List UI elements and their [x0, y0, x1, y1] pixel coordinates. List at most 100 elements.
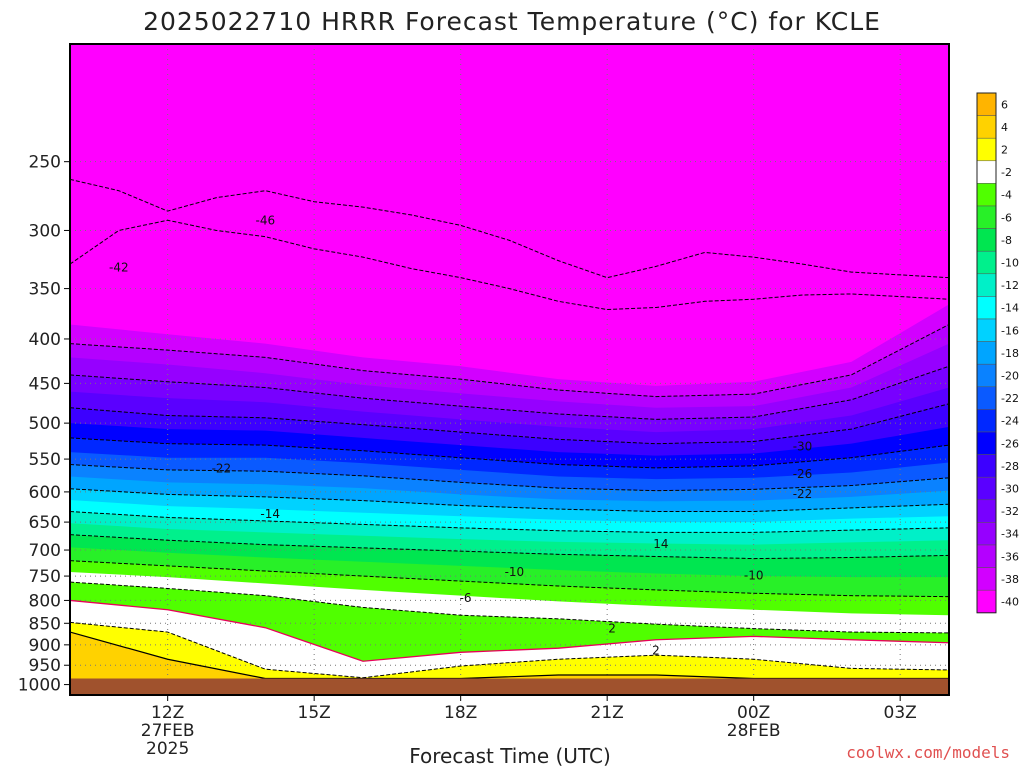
colorbar-swatch-2 — [976, 137, 997, 162]
band-2 — [70, 622, 949, 695]
colorbar-swatch--22 — [976, 386, 997, 410]
colorbar-label-2: 2 — [1001, 144, 1008, 157]
x-tick-label-18Z: 18Z — [444, 703, 477, 723]
colorbar-label-6: 6 — [1001, 98, 1008, 111]
y-tick-label-250: 250 — [29, 153, 61, 173]
colorbar-swatch--38 — [976, 567, 997, 591]
y-axis: 2503003504004505005506006507007508008509… — [18, 153, 70, 696]
x-tick-label-15Z: 15Z — [298, 703, 331, 723]
colorbar-label--32: -32 — [1001, 505, 1019, 518]
y-tick-label-950: 950 — [29, 656, 61, 676]
colorbar: 6 4 2 -2 -4 -6 -8 -10 -12 -14 -16 -18 -20 -22 -24 -26 -2… — [976, 92, 1019, 614]
colorbar-swatch--10 — [976, 250, 997, 275]
chart-title: 2025022710 HRRR Forecast Temperature (°C… — [143, 7, 881, 36]
isotherm--10 — [70, 534, 949, 560]
ground — [70, 678, 949, 695]
colorbar-label--22: -22 — [1001, 392, 1019, 405]
colorbar-swatch--32 — [976, 499, 997, 523]
colorbar-label--38: -38 — [1001, 573, 1019, 586]
contour-label-8: 14 — [653, 537, 668, 551]
contour-label-9: -10 — [744, 569, 764, 583]
isotherm-0 — [70, 599, 949, 662]
y-tick-label-450: 450 — [29, 374, 61, 394]
plot-area: -46 -42 -22 -14 -10 -6 2 2 14 -10 -22 -26 -30 — [70, 44, 949, 695]
colorbar-label--2: -2 — [1001, 166, 1012, 179]
colorbar-swatch--16 — [976, 318, 997, 342]
contour-label-11: -26 — [793, 467, 813, 481]
colorbar-swatch--36 — [976, 544, 997, 568]
colorbar-label--24: -24 — [1001, 415, 1019, 428]
colorbar-label--8: -8 — [1001, 234, 1012, 247]
colorbar-label--12: -12 — [1001, 279, 1019, 292]
colorbar-label--14: -14 — [1001, 302, 1019, 315]
y-tick-label-900: 900 — [29, 636, 61, 656]
y-tick-label-400: 400 — [29, 330, 61, 350]
isotherm--22 — [70, 464, 949, 492]
y-tick-label-1000: 1000 — [18, 676, 61, 696]
colorbar-label--16: -16 — [1001, 324, 1019, 337]
colorbar-label--6: -6 — [1001, 211, 1012, 224]
contour-label-6: 2 — [608, 622, 616, 636]
colorbar-label--34: -34 — [1001, 528, 1019, 541]
isotherm--34 — [70, 365, 949, 420]
colorbar-swatch--2 — [976, 160, 997, 184]
y-tick-label-500: 500 — [29, 414, 61, 434]
isotherm--18 — [70, 488, 949, 512]
contour-labels: -46 -42 -22 -14 -10 -6 2 2 14 -10 -22 -26 -30 — [109, 213, 813, 657]
contour-label-2: -22 — [212, 462, 232, 476]
plot-frame — [69, 43, 950, 696]
colorbar-label-4: 4 — [1001, 121, 1008, 134]
isotherm--2 — [70, 581, 949, 634]
colorbar-label--28: -28 — [1001, 460, 1019, 473]
y-tick-label-700: 700 — [29, 541, 61, 561]
colorbar-swatch--6 — [976, 205, 997, 229]
contour-label-10: -22 — [793, 487, 813, 501]
credit-link[interactable]: coolwx.com/models — [846, 743, 1010, 762]
colorbar-label--18: -18 — [1001, 347, 1019, 360]
colorbar-frame — [976, 92, 997, 614]
isotherm--26 — [70, 437, 949, 469]
x-tick-label-21Z: 21Z — [591, 703, 624, 723]
ground-layer — [70, 678, 949, 695]
y-tick-label-300: 300 — [29, 221, 61, 241]
colorbar-swatch--28 — [976, 454, 997, 478]
isotherm--38 — [70, 324, 949, 398]
colorbar-swatch--26 — [976, 431, 997, 455]
colorbar-swatch--30 — [976, 476, 997, 501]
grid-lines — [70, 44, 949, 695]
x-tick-date-12Z: 27FEB — [141, 721, 195, 741]
contour-label-4: -10 — [505, 565, 525, 579]
isotherm-upper-1 — [70, 219, 949, 311]
x-tick-year-12Z: 2025 — [146, 739, 189, 759]
colorbar-swatch-4 — [976, 115, 997, 139]
y-tick-label-850: 850 — [29, 614, 61, 634]
contour-label-5: -6 — [460, 591, 472, 605]
colorbar-label--40: -40 — [1001, 596, 1019, 609]
y-tick-label-750: 750 — [29, 567, 61, 587]
colorbar-label--4: -4 — [1001, 189, 1012, 202]
colorbar-swatch--20 — [976, 363, 997, 388]
colorbar-swatch--34 — [976, 522, 997, 546]
isotherm--30 — [70, 403, 949, 445]
x-tick-label-12Z: 12Z — [151, 703, 184, 723]
colorbar-label--10: -10 — [1001, 257, 1019, 270]
y-tick-label-800: 800 — [29, 591, 61, 611]
x-tick-label-03Z: 03Z — [884, 703, 917, 723]
colorbar-label--20: -20 — [1001, 370, 1019, 383]
contour-label-3: -14 — [260, 507, 280, 521]
isotherm-upper-0 — [70, 178, 949, 279]
temperature-fill — [70, 44, 949, 695]
isotherm-2 — [70, 621, 949, 679]
colorbar-swatch--40 — [976, 589, 997, 614]
colorbar-swatch--14 — [976, 296, 997, 320]
y-tick-label-600: 600 — [29, 483, 61, 503]
y-tick-label-650: 650 — [29, 513, 61, 533]
x-axis-label: Forecast Time (UTC) — [409, 744, 611, 768]
isotherm--14 — [70, 511, 949, 533]
contour-label-12: -30 — [793, 440, 813, 454]
colorbar-label--30: -30 — [1001, 483, 1019, 496]
colorbar-swatch--18 — [976, 341, 997, 365]
contour-label-1: -42 — [109, 261, 129, 275]
